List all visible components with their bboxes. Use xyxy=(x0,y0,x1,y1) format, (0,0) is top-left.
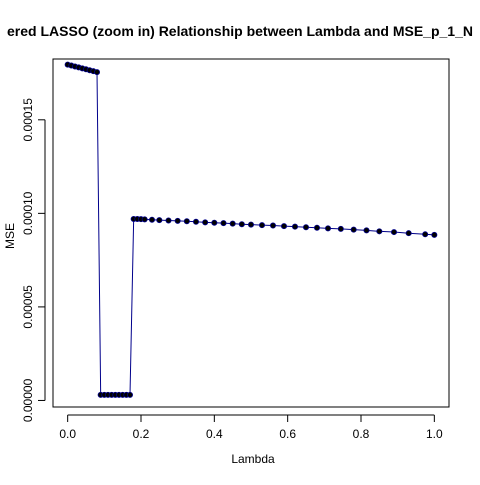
data-point xyxy=(405,230,412,237)
data-point xyxy=(337,225,344,232)
x-axis-label: Lambda xyxy=(231,452,275,466)
data-point xyxy=(202,219,209,226)
series-layer xyxy=(64,61,438,398)
chart-title: ered LASSO (zoom in) Relationship betwee… xyxy=(7,23,473,39)
data-point xyxy=(280,223,287,230)
y-tick-label: 0.00010 xyxy=(21,191,35,235)
x-tick-label: 0.6 xyxy=(279,427,296,441)
data-point xyxy=(148,216,155,223)
data-point xyxy=(174,217,181,224)
x-axis: 0.0 0.2 0.4 0.6 0.8 1.0 xyxy=(59,414,443,441)
data-point xyxy=(141,216,148,223)
data-point xyxy=(183,218,190,225)
data-point xyxy=(350,226,357,233)
data-point xyxy=(211,219,218,226)
data-point xyxy=(127,391,134,398)
data-point xyxy=(313,224,320,231)
y-axis-label: MSE xyxy=(3,223,17,249)
data-point xyxy=(422,231,429,238)
y-tick-label: 0.00005 xyxy=(21,285,35,329)
data-point xyxy=(220,220,227,227)
data-point xyxy=(258,222,265,229)
data-point xyxy=(431,231,438,238)
y-tick-label: 0.00000 xyxy=(21,378,35,422)
data-point xyxy=(247,221,254,228)
data-point xyxy=(229,220,236,227)
data-point xyxy=(269,222,276,229)
data-point xyxy=(192,218,199,225)
data-point xyxy=(376,228,383,235)
data-point xyxy=(302,224,309,231)
data-point xyxy=(291,223,298,230)
data-point xyxy=(94,69,101,76)
data-point xyxy=(165,217,172,224)
x-tick-label: 1.0 xyxy=(426,427,443,441)
plot-frame xyxy=(52,58,450,408)
x-tick-label: 0.0 xyxy=(59,427,76,441)
data-point xyxy=(238,221,245,228)
data-point xyxy=(390,229,397,236)
y-tick-label: 0.00015 xyxy=(21,98,35,142)
x-tick-label: 0.2 xyxy=(133,427,150,441)
x-tick-label: 0.4 xyxy=(206,427,223,441)
data-point xyxy=(324,225,331,232)
x-tick-label: 0.8 xyxy=(353,427,370,441)
data-point xyxy=(363,227,370,234)
data-point xyxy=(156,217,163,224)
y-axis: 0.00000 0.00005 0.00010 0.00015 xyxy=(21,98,46,422)
